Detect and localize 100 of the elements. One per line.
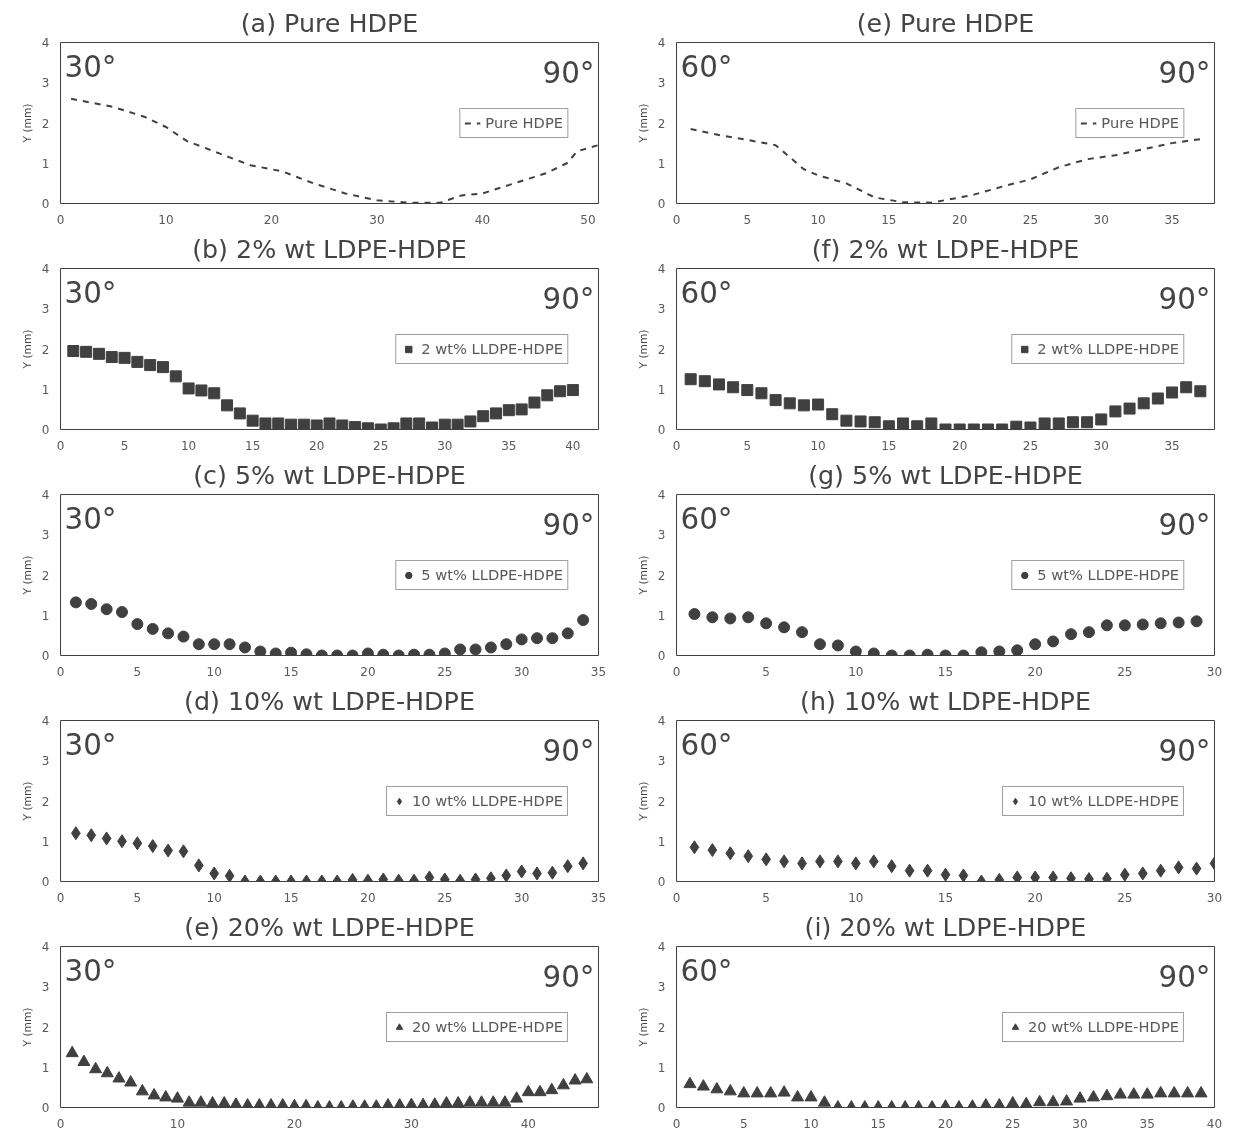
x-tick-label: 10 xyxy=(848,664,864,679)
x-tick-label: 20 xyxy=(937,1116,954,1131)
legend-label: 5 wt% LLDPE-HDPE xyxy=(1037,566,1179,583)
y-tick-label: 0 xyxy=(657,649,666,663)
annotation: 30° xyxy=(64,727,117,762)
y-tick-label: 0 xyxy=(41,197,50,211)
chart-title: (f) 2% wt LDPE-HDPE xyxy=(811,233,1080,264)
y-tick-label: 4 xyxy=(41,488,50,502)
x-tick-label: 5 xyxy=(739,1116,748,1131)
chart-title: (c) 5% wt LDPE-HDPE xyxy=(193,459,466,490)
x-tick-label: 10 xyxy=(206,664,222,679)
x-tick-label: 10 xyxy=(810,438,826,453)
x-tick-label: 5 xyxy=(743,212,752,227)
chart-title: (e) Pure HDPE xyxy=(856,7,1035,38)
y-tick-label: 4 xyxy=(657,262,666,276)
x-tick-label: 30 xyxy=(1093,438,1109,453)
x-tick-label: 40 xyxy=(474,212,491,227)
x-tick-label: 20 xyxy=(1027,664,1043,679)
y-axis-title: Y (mm) xyxy=(636,329,650,370)
x-tick-label: 30 xyxy=(1206,664,1223,679)
x-tick-label: 15 xyxy=(283,664,299,679)
chart-title: (d) 10% wt LDPE-HDPE xyxy=(184,685,475,716)
x-tick-label: 30 xyxy=(1206,890,1223,905)
x-tick-label: 35 xyxy=(1139,1116,1155,1131)
legend-label: Pure HDPE xyxy=(485,114,563,131)
chart-title: (a) Pure HDPE xyxy=(240,7,419,38)
y-axis-title: Y (mm) xyxy=(20,781,34,822)
x-tick-label: 20 xyxy=(286,1116,303,1131)
x-tick-label: 0 xyxy=(56,212,65,227)
x-tick-label: 25 xyxy=(437,890,453,905)
x-tick-label: 5 xyxy=(133,890,142,905)
y-tick-label: 3 xyxy=(41,754,50,769)
x-tick-label: 5 xyxy=(133,664,142,679)
x-tick-label: 25 xyxy=(437,664,453,679)
y-tick-label: 0 xyxy=(657,875,666,889)
y-tick-label: 1 xyxy=(41,608,50,623)
annotation: 60° xyxy=(680,275,733,310)
annotation: 60° xyxy=(680,49,733,84)
x-tick-label: 20 xyxy=(263,212,280,227)
legend-label: 2 wt% LLDPE-HDPE xyxy=(1037,340,1179,357)
chart-title: (b) 2% wt LDPE-HDPE xyxy=(192,233,467,264)
x-tick-label: 35 xyxy=(590,664,607,679)
x-tick-label: 0 xyxy=(672,438,681,453)
y-tick-label: 2 xyxy=(41,116,50,131)
y-tick-label: 1 xyxy=(657,1060,666,1075)
y-tick-label: 0 xyxy=(41,423,50,437)
legend-label: Pure HDPE xyxy=(1101,114,1179,131)
y-axis-title: Y (mm) xyxy=(636,103,650,144)
x-tick-label: 25 xyxy=(373,438,389,453)
y-tick-label: 4 xyxy=(657,940,666,954)
y-axis-title: Y (mm) xyxy=(20,1007,34,1048)
x-tick-label: 10 xyxy=(169,1116,186,1131)
x-tick-label: 0 xyxy=(672,212,681,227)
y-tick-label: 4 xyxy=(657,36,666,50)
y-tick-label: 3 xyxy=(657,754,666,769)
y-tick-label: 4 xyxy=(41,940,50,954)
x-tick-label: 30 xyxy=(1072,1116,1088,1131)
x-tick-label: 25 xyxy=(1022,438,1039,453)
y-axis-title: Y (mm) xyxy=(20,555,34,596)
y-tick-label: 4 xyxy=(41,262,50,276)
x-tick-label: 15 xyxy=(937,890,954,905)
x-tick-label: 40 xyxy=(520,1116,536,1131)
x-tick-label: 10 xyxy=(206,890,222,905)
y-tick-label: 3 xyxy=(657,76,666,91)
x-tick-label: 15 xyxy=(881,438,897,453)
x-tick-label: 10 xyxy=(158,212,174,227)
y-tick-label: 1 xyxy=(41,1060,50,1075)
x-tick-label: 30 xyxy=(403,1116,420,1131)
chart-title: (g) 5% wt LDPE-HDPE xyxy=(808,459,1083,490)
x-tick-label: 30 xyxy=(514,664,530,679)
y-tick-label: 0 xyxy=(657,197,666,211)
y-tick-label: 2 xyxy=(657,568,666,583)
y-tick-label: 2 xyxy=(657,1020,666,1035)
y-tick-label: 3 xyxy=(41,528,50,543)
y-tick-label: 2 xyxy=(41,342,50,357)
y-tick-label: 3 xyxy=(657,528,666,543)
x-tick-label: 0 xyxy=(56,890,65,905)
x-tick-label: 35 xyxy=(590,890,607,905)
y-tick-label: 3 xyxy=(657,980,666,995)
annotation: 90° xyxy=(1158,507,1211,542)
annotation: 60° xyxy=(680,727,733,762)
x-tick-label: 40 xyxy=(1206,1116,1223,1131)
y-tick-label: 1 xyxy=(657,608,666,623)
x-tick-label: 10 xyxy=(180,438,197,453)
x-tick-label: 20 xyxy=(1027,890,1043,905)
x-tick-label: 25 xyxy=(1022,212,1039,227)
annotation: 90° xyxy=(1158,959,1211,994)
x-tick-label: 15 xyxy=(283,890,299,905)
legend-label: 5 wt% LLDPE-HDPE xyxy=(421,566,563,583)
y-tick-label: 4 xyxy=(657,714,666,728)
y-tick-label: 0 xyxy=(41,1101,50,1115)
x-tick-label: 20 xyxy=(309,438,325,453)
chart-title: (i) 20% wt LDPE-HDPE xyxy=(804,911,1087,942)
y-tick-label: 1 xyxy=(41,382,50,397)
y-tick-label: 2 xyxy=(41,794,50,809)
y-tick-label: 4 xyxy=(41,714,50,728)
chart-title: (h) 10% wt LDPE-HDPE xyxy=(800,685,1091,716)
x-tick-label: 15 xyxy=(870,1116,886,1131)
annotation: 90° xyxy=(542,507,595,542)
y-tick-label: 3 xyxy=(657,302,666,317)
